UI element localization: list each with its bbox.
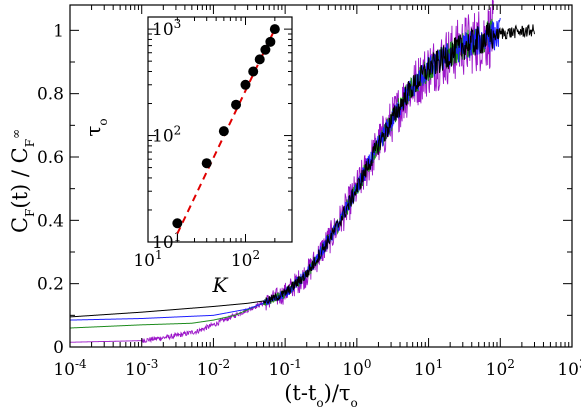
x-tick-label: 102 bbox=[486, 357, 515, 380]
inset-y-tick-label: 103 bbox=[152, 17, 181, 40]
inset-data-point bbox=[231, 99, 242, 110]
x-tick-label: 10-3 bbox=[125, 357, 158, 380]
x-tick-label: 101 bbox=[414, 357, 443, 380]
series-line-0 bbox=[69, 22, 535, 318]
x-tick-label: 103 bbox=[557, 357, 581, 380]
x-axis-label: (t-to)/τo bbox=[284, 381, 358, 410]
x-tick-label: 10-4 bbox=[53, 357, 87, 380]
y-tick-label: 0.6 bbox=[37, 148, 64, 168]
y-tick-label: 0.2 bbox=[37, 275, 64, 295]
x-tick-label: 10-2 bbox=[197, 357, 230, 380]
inset-data-point bbox=[240, 79, 251, 90]
inset-data-point bbox=[254, 54, 265, 65]
inset-data-point bbox=[269, 24, 280, 35]
inset-x-axis-label: K bbox=[212, 273, 229, 297]
inset-data-point bbox=[260, 44, 271, 55]
x-tick-label: 100 bbox=[342, 357, 371, 380]
inset-data-point bbox=[248, 66, 259, 77]
main-axes: 10-4 10-3 10-2 10-1 100 101 102 103 0 0.2 0.4 0.6 0.… bbox=[37, 4, 581, 380]
inset-data-point bbox=[172, 218, 183, 229]
inset-y-axis-label: τo bbox=[81, 118, 110, 136]
inset-y-tick-label: 102 bbox=[152, 124, 181, 147]
y-tick-label: 0.4 bbox=[37, 211, 64, 231]
inset-data-point bbox=[201, 158, 212, 169]
inset-data-point bbox=[218, 126, 229, 137]
x-tick-label: 10-1 bbox=[268, 357, 301, 380]
y-tick-label: 1 bbox=[53, 21, 64, 41]
inset-x-tick-label: 102 bbox=[231, 248, 260, 271]
plot-frame bbox=[69, 4, 573, 348]
y-tick-label: 0 bbox=[53, 338, 64, 358]
inset-y-tick-label: 101 bbox=[152, 230, 181, 253]
series-layer bbox=[69, 0, 535, 344]
inset: 101 102 101 102 103 bbox=[133, 16, 293, 271]
y-tick-label: 0.8 bbox=[37, 85, 64, 105]
inset-x-tick-label: 101 bbox=[133, 248, 162, 271]
y-axis-label: CF(t) / CF∞ bbox=[8, 129, 37, 233]
inset-data-point bbox=[265, 36, 276, 47]
